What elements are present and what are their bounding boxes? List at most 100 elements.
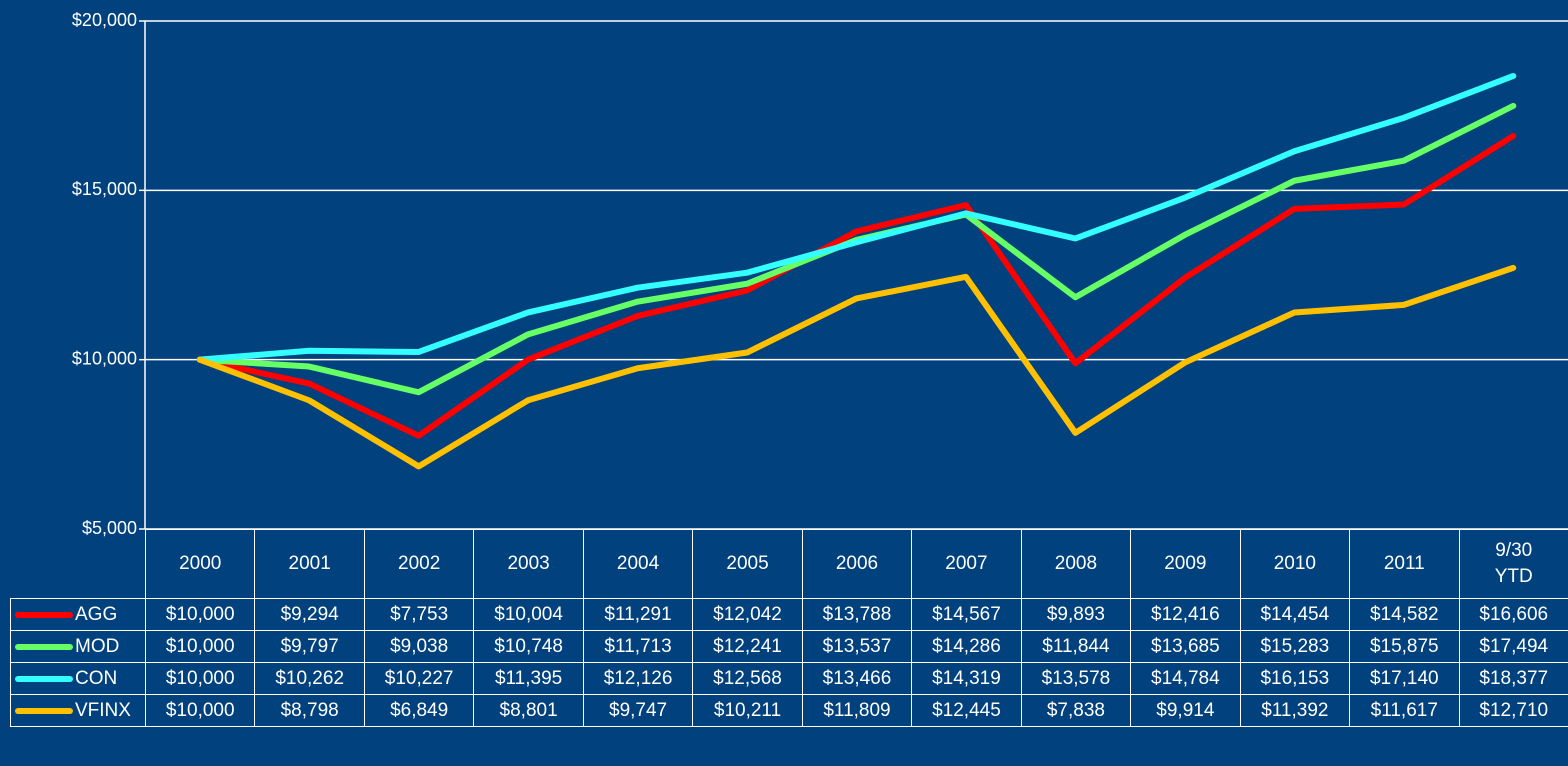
data-label-text: $11,713 [604,635,672,657]
data-label: $6,849 [363,694,475,727]
data-label-text: $9,893 [1046,603,1105,625]
data-label-text: $11,291 [604,603,672,625]
data-label-text: $8,801 [499,699,558,721]
data-label: $11,809 [801,694,913,727]
category-header: 2001 [254,529,365,599]
legend-entry: MOD [10,630,146,663]
data-label: $11,395 [473,662,584,695]
data-label: $17,140 [1349,662,1460,695]
data-label: $12,126 [582,662,694,695]
data-label-text: $11,844 [1042,635,1110,657]
data-label-text: $13,537 [822,635,892,657]
data-label-text: $9,747 [609,699,668,721]
data-label-text: $10,000 [165,603,235,625]
y-tick-label: $5,000 [82,518,137,538]
category-header: 2008 [1020,529,1132,599]
series-line [196,132,1517,439]
category-header: 2002 [363,529,475,599]
data-label-text: $9,914 [1156,699,1215,721]
data-label: $9,797 [254,630,365,663]
category-header: 2003 [473,529,584,599]
series-line [196,264,1517,470]
data-label: $17,494 [1458,630,1568,663]
data-label: $11,844 [1020,630,1132,663]
data-label: $12,416 [1130,598,1241,631]
data-label-text: $13,466 [822,667,892,689]
category-header: 2011 [1349,529,1460,599]
category-header: 2009 [1130,529,1241,599]
data-label: $13,788 [801,598,913,631]
data-label-text: $14,567 [932,603,1001,625]
data-label-text: $9,038 [390,635,449,657]
data-label-text: $16,153 [1260,667,1330,689]
data-label-text: $14,784 [1151,667,1220,689]
legend-label: CON [75,667,118,689]
data-label-text: $13,578 [1041,667,1111,689]
data-label: $10,000 [145,630,256,663]
legend-label: VFINX [75,699,131,721]
category-header-text: 2007 [945,553,988,574]
data-label: $12,568 [692,662,803,695]
data-label: $12,241 [692,630,803,663]
category-header: 2006 [801,529,913,599]
data-label-text: $13,788 [822,603,892,625]
category-header: 2010 [1239,529,1351,599]
data-label-text: $6,849 [390,699,449,721]
legend-entry: CON [10,662,146,695]
data-label-text: $10,000 [165,699,235,721]
data-label-text: $17,494 [1479,635,1549,657]
data-label: $14,286 [911,630,1022,663]
data-label: $11,392 [1239,694,1351,727]
data-label: $15,875 [1349,630,1460,663]
data-label: $16,606 [1458,598,1568,631]
data-label: $12,445 [911,694,1022,727]
data-label-text: $18,377 [1479,667,1549,689]
category-header-text: 2003 [507,553,550,574]
legend-label: MOD [75,635,120,657]
data-label-text: $12,416 [1151,603,1220,625]
category-header-text: 2009 [1164,553,1207,574]
data-label-text: $10,262 [275,667,345,689]
data-label-text: $10,211 [713,699,782,721]
data-label: $12,710 [1458,694,1568,727]
data-label-text: $14,454 [1260,603,1330,625]
data-label: $7,838 [1020,694,1132,727]
data-label: $13,537 [801,630,913,663]
category-header-text: 2001 [288,553,331,574]
data-label-text: $14,319 [932,667,1001,689]
legend-entry: AGG [10,598,146,631]
data-label-text: $10,000 [165,635,235,657]
category-header-text: 2002 [398,553,441,574]
data-label: $18,377 [1458,662,1568,695]
data-label-text: $10,004 [494,603,563,625]
data-label: $16,153 [1239,662,1351,695]
data-label: $14,319 [911,662,1022,695]
data-label: $10,748 [473,630,584,663]
category-header: 9/30 YTD [1458,529,1568,599]
data-label-text: $12,042 [713,603,782,625]
data-label-text: $11,395 [494,667,563,689]
data-label-text: $15,875 [1369,635,1439,657]
series-line [196,72,1517,363]
data-label-text: $10,000 [165,667,235,689]
data-label: $9,893 [1020,598,1132,631]
data-label-text: $9,294 [280,603,339,625]
data-label-text: $12,126 [603,667,673,689]
data-label-text: $7,753 [390,603,449,625]
category-header-text: 9/30 YTD [1494,540,1533,587]
data-label: $14,454 [1239,598,1351,631]
data-label-text: $7,838 [1046,699,1105,721]
data-label: $9,747 [582,694,694,727]
data-label-text: $13,685 [1151,635,1220,657]
data-label: $15,283 [1239,630,1351,663]
data-label: $10,000 [145,662,256,695]
y-tick-label: $10,000 [72,348,137,368]
data-label: $14,582 [1349,598,1460,631]
data-label: $9,038 [363,630,475,663]
data-label: $14,567 [911,598,1022,631]
data-label-text: $11,617 [1370,699,1438,721]
data-label-text: $16,606 [1479,603,1549,625]
category-header-text: 2010 [1273,553,1316,574]
